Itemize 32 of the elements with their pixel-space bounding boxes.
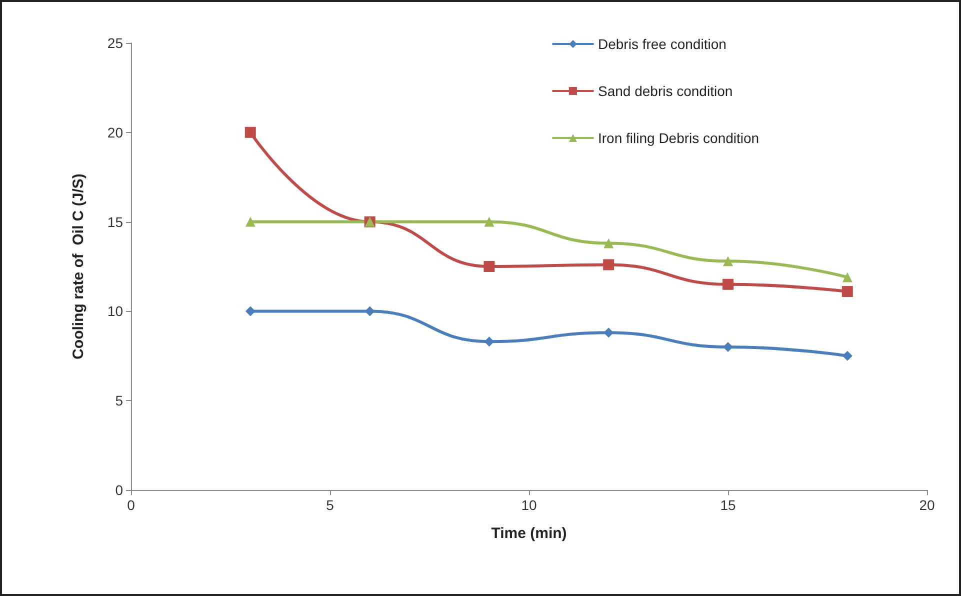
point — [603, 259, 614, 270]
point — [484, 336, 494, 347]
y-tick-label: 20 — [107, 124, 124, 140]
x-tick-label: 5 — [326, 497, 334, 513]
y-axis-title: Cooling rate of Oil C (J/S) — [70, 174, 87, 360]
point — [723, 342, 733, 352]
point — [722, 278, 734, 290]
point — [484, 261, 495, 272]
legend-label: Sand debris condition — [598, 83, 733, 99]
y-tick-label: 15 — [107, 214, 124, 230]
point — [723, 256, 733, 266]
x-tick-label: 10 — [521, 497, 537, 513]
y-tick-label: 5 — [115, 392, 124, 409]
point — [842, 350, 852, 361]
legend-label: Debris free condition — [598, 36, 726, 52]
point — [245, 306, 256, 316]
x-tick-label: 15 — [720, 497, 736, 513]
point — [604, 238, 614, 248]
point — [244, 126, 256, 138]
point — [245, 216, 256, 227]
point — [484, 216, 494, 227]
x-tick-label: 20 — [919, 497, 935, 513]
point — [842, 286, 853, 298]
y-tick-label: 25 — [107, 35, 124, 51]
legend-label: Iron filing Debris condition — [598, 130, 760, 146]
point — [842, 272, 852, 282]
x-axis-title: Time (min) — [491, 525, 567, 542]
y-tick-label: 10 — [107, 303, 124, 320]
point — [604, 328, 614, 338]
x-tick-label: 0 — [127, 497, 136, 513]
point — [364, 306, 375, 316]
y-tick-label: 0 — [115, 482, 124, 498]
